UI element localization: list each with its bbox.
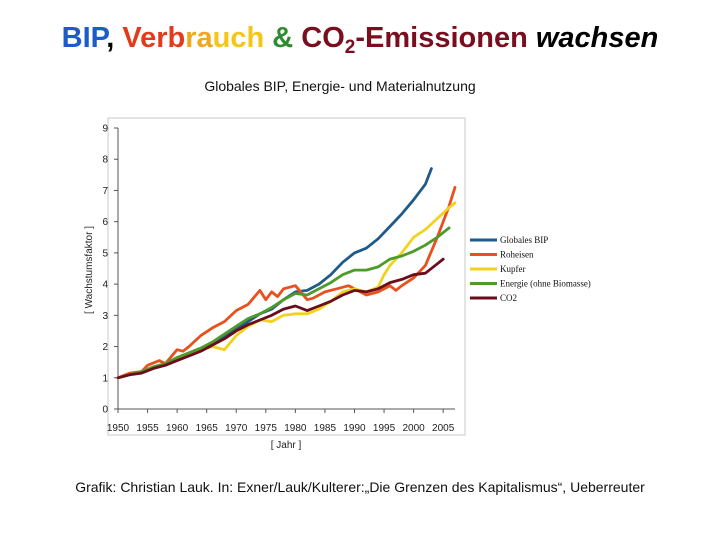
- x-tick-label: 1960: [166, 423, 189, 434]
- title-part: -Emissionen: [355, 22, 536, 54]
- title-part: ,: [106, 22, 123, 54]
- figure-caption: Grafik: Christian Lauk. In: Exner/Lauk/K…: [75, 479, 645, 495]
- legend-label: CO2: [500, 293, 517, 303]
- series-line: [116, 226, 451, 380]
- legend-label: Energie (ohne Biomasse): [500, 279, 591, 289]
- x-tick-label: 1970: [225, 423, 248, 434]
- x-tick-label: 1950: [107, 423, 130, 434]
- chart-title: Globales BIP, Energie- und Materialnutzu…: [204, 78, 476, 94]
- title-part: BIP: [61, 22, 107, 54]
- title-part: ra: [185, 22, 213, 54]
- x-tick-label: 1990: [343, 423, 366, 434]
- legend-label: Kupfer: [500, 264, 526, 274]
- y-tick-label: 3: [102, 311, 108, 322]
- title-part: Verb: [122, 22, 186, 54]
- x-tick-label: 1975: [255, 423, 278, 434]
- legend-label: Roheisen: [500, 250, 534, 260]
- y-tick-label: 6: [102, 217, 108, 228]
- slide-title: BIP, Verbrauch & CO2-Emissionen wachsen: [0, 22, 720, 59]
- y-tick-label: 5: [102, 248, 108, 259]
- x-axis-label: [ Jahr ]: [271, 440, 302, 451]
- title-part: &: [264, 22, 302, 54]
- title-part: 2: [344, 37, 356, 58]
- y-tick-label: 4: [102, 280, 108, 291]
- y-tick-label: 1: [102, 373, 108, 384]
- x-tick-label: 1965: [196, 423, 219, 434]
- y-axis-label: [ Wachstumsfaktor ]: [84, 226, 95, 314]
- y-tick-label: 9: [102, 124, 108, 135]
- x-tick-label: 1995: [373, 423, 396, 434]
- y-tick-label: 7: [102, 186, 108, 197]
- title-part: wachsen: [535, 22, 659, 54]
- x-tick-label: 1955: [136, 423, 159, 434]
- x-tick-label: 1980: [284, 423, 307, 434]
- series-line: [116, 185, 457, 380]
- y-tick-label: 0: [102, 405, 108, 416]
- title-part: CO: [301, 22, 345, 54]
- y-tick-label: 8: [102, 155, 108, 166]
- x-tick-label: 1985: [314, 423, 337, 434]
- x-tick-label: 2000: [402, 423, 425, 434]
- line-chart: 0 1 2 3 4 5 6 7 8 9 1950 1955 1960 1965 1970 1975 1980 19…: [84, 117, 591, 451]
- series-line: [116, 257, 445, 380]
- legend-label: Globales BIP: [500, 235, 548, 245]
- x-tick-label: 2005: [432, 423, 455, 434]
- y-tick-label: 2: [102, 342, 108, 353]
- title-part: uch: [212, 22, 265, 54]
